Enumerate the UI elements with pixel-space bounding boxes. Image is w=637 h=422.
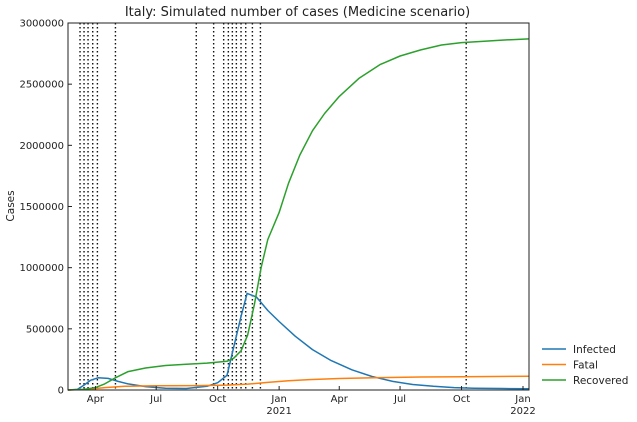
y-axis-label: Cases [5,190,17,221]
y-tick-label: 1000000 [19,263,64,274]
legend-recovered-label: Recovered [573,375,628,387]
x-tick-year-label: 2022 [510,406,535,417]
series-lines [67,38,530,391]
y-tick-label: 3000000 [19,19,64,30]
x-tick-label: Jan [270,394,286,405]
x-tick-label: Oct [209,394,226,405]
x-tick-label: Oct [453,394,470,405]
x-tick-year-label: 2021 [266,406,291,417]
y-axis-ticks: 0 500000 1000000 1500000 2000000 2500000 30000… [19,19,72,397]
x-tick-label: Jul [149,394,162,405]
legend: Infected Fatal Recovered [542,344,628,387]
y-tick-label: 500000 [26,324,64,335]
series-recovered-line [67,38,530,391]
x-tick-label: Apr [331,394,349,405]
x-tick-label: Apr [87,394,105,405]
event-vertical-lines [79,23,467,390]
x-tick-label: Jul [393,394,406,405]
series-infected-line [67,292,530,391]
legend-infected-label: Infected [573,344,616,356]
x-tick-label: Jan [514,394,530,405]
y-tick-label: 2500000 [19,80,64,91]
y-tick-label: 1500000 [19,202,64,213]
y-tick-label: 2000000 [19,141,64,152]
y-tick-label: 0 [58,386,64,397]
chart-title: Italy: Simulated number of cases (Medici… [125,5,470,20]
series-fatal-line [67,375,530,391]
legend-fatal-label: Fatal [573,360,598,372]
